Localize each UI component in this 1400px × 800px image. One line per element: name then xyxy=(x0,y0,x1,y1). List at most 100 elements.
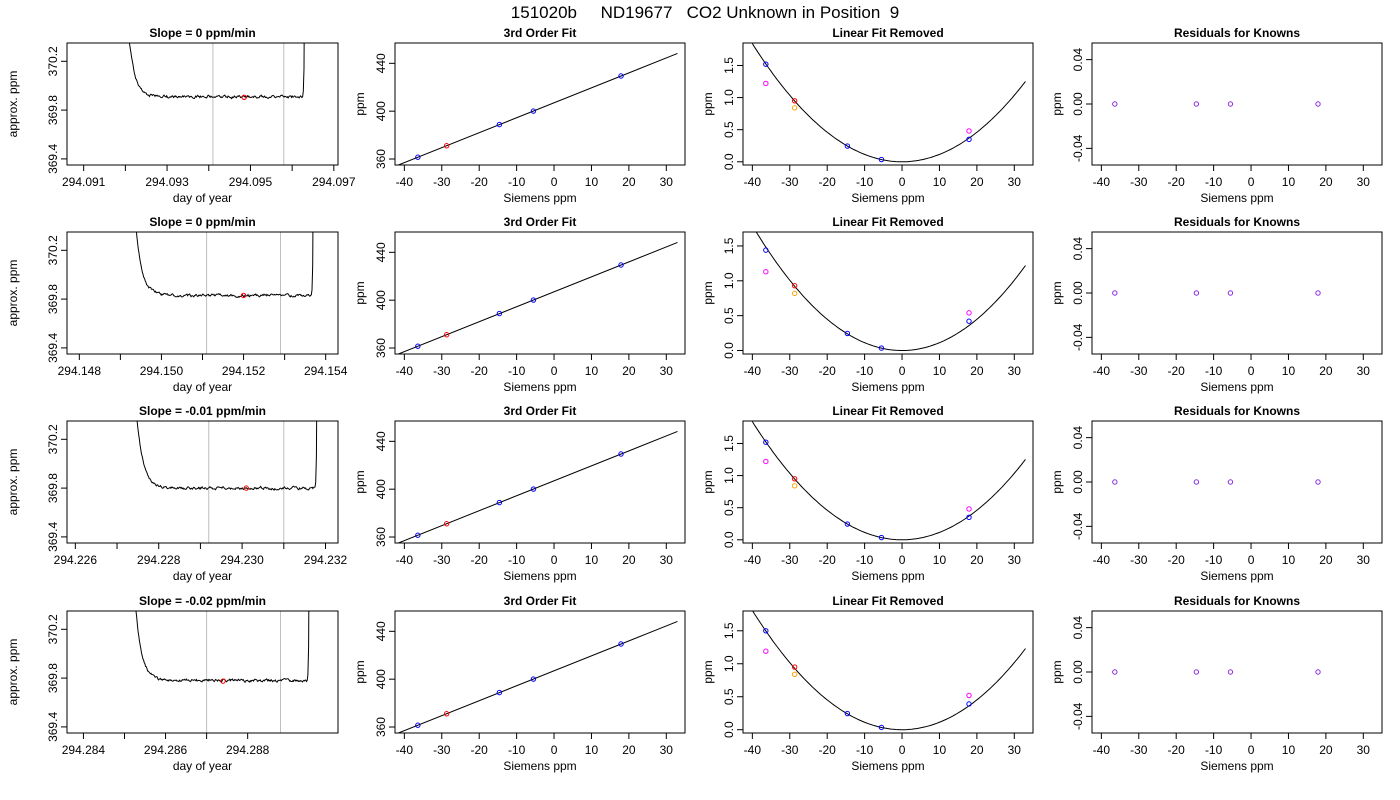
known-point xyxy=(415,722,421,728)
plot-area xyxy=(397,431,678,543)
plot-area xyxy=(751,43,1026,163)
x-tick-label: 0 xyxy=(551,743,558,757)
x-axis-label: Siemens ppm xyxy=(1200,191,1273,205)
y-tick-label: 369.8 xyxy=(46,473,60,503)
mean-point xyxy=(243,485,249,491)
unknown-point xyxy=(443,711,450,717)
x-tick-label: -30 xyxy=(1130,364,1148,378)
y-axis-label: approx. ppm xyxy=(6,260,20,327)
plot-frame xyxy=(66,42,339,166)
x-tick-label: -10 xyxy=(508,553,526,567)
residual-point xyxy=(1227,290,1234,296)
y-tick-label: 1.0 xyxy=(722,655,736,672)
known-point xyxy=(966,136,972,143)
panel-r1-c4: Residuals for Knowns -40 -30 -20 -10 0 10 20 30 -… xyxy=(1050,26,1383,205)
plot-area xyxy=(397,242,678,354)
x-tick-label: 10 xyxy=(933,175,947,189)
y-axis-label: ppm xyxy=(701,92,715,115)
x-tick-label: -40 xyxy=(744,175,762,189)
fit-line xyxy=(397,242,678,354)
plot-frame xyxy=(742,42,1034,166)
known-point xyxy=(966,701,972,707)
linear-known-point xyxy=(966,506,972,512)
y-tick-label: 400 xyxy=(374,669,388,689)
linear-known-point xyxy=(763,458,769,465)
known-point xyxy=(415,532,421,538)
y-tick-label: 0.5 xyxy=(722,121,736,138)
known-point xyxy=(878,534,885,541)
x-tick-label: 20 xyxy=(1319,364,1333,378)
panel-title: Slope = -0.01 ppm/min xyxy=(139,404,266,418)
x-tick-label: 20 xyxy=(622,553,636,567)
x-tick-label: 0 xyxy=(1248,175,1255,189)
unknown-fit-point xyxy=(791,476,798,482)
y-tick-label: 440 xyxy=(374,53,388,73)
y-axis-label: approx. ppm xyxy=(6,71,20,138)
x-tick-label: -20 xyxy=(819,364,837,378)
x-tick-label: -10 xyxy=(856,364,874,378)
known-point xyxy=(763,247,769,253)
y-tick-label: 1.5 xyxy=(722,57,736,74)
x-tick-label: 294.148 xyxy=(58,364,102,378)
co2-trace-line xyxy=(135,611,310,683)
panel-title: Residuals for Knowns xyxy=(1174,594,1300,608)
mean-point xyxy=(241,94,247,100)
linear-known-point xyxy=(966,310,972,316)
x-tick-label: -20 xyxy=(819,175,837,189)
known-point xyxy=(530,108,537,114)
y-tick-label: -0.04 xyxy=(1071,323,1085,351)
x-axis-label: day of year xyxy=(173,191,232,205)
x-axis-label: Siemens ppm xyxy=(851,759,924,773)
y-tick-label: 370.2 xyxy=(46,614,60,644)
x-tick-label: 0 xyxy=(1248,553,1255,567)
plot-frame xyxy=(742,231,1034,355)
y-axis-label: approx. ppm xyxy=(6,639,20,706)
panel-r4-c3: Linear Fit Removed -40 -30 -20 -10 0 10 20 30 0.0… xyxy=(701,594,1034,773)
x-tick-label: 294.228 xyxy=(137,553,181,567)
x-tick-label: 10 xyxy=(933,743,947,757)
residual-point xyxy=(1227,479,1234,485)
y-tick-label: 370.2 xyxy=(46,46,60,76)
x-tick-label: 294.230 xyxy=(220,553,264,567)
x-tick-label: -10 xyxy=(856,175,874,189)
x-tick-label: -10 xyxy=(508,743,526,757)
x-tick-label: -10 xyxy=(856,553,874,567)
panel-title: Residuals for Knowns xyxy=(1174,26,1300,40)
x-tick-label: -40 xyxy=(1093,553,1111,567)
plot-area xyxy=(128,43,305,165)
panel-title: Residuals for Knowns xyxy=(1174,404,1300,418)
x-tick-label: -40 xyxy=(744,553,762,567)
x-tick-label: 10 xyxy=(585,364,599,378)
y-tick-label: 369.4 xyxy=(46,712,60,742)
known-point xyxy=(763,61,769,67)
x-axis-label: day of year xyxy=(173,380,232,394)
y-tick-label: 0.5 xyxy=(722,688,736,705)
x-axis-label: Siemens ppm xyxy=(1200,380,1273,394)
residual-point xyxy=(1227,669,1234,675)
panel-r1-c1: Slope = 0 ppm/min 294.091 294.093 294.095 29… xyxy=(6,26,356,205)
plot-area xyxy=(397,621,678,733)
x-tick-label: 0 xyxy=(899,175,906,189)
panel-title: Linear Fit Removed xyxy=(832,26,943,40)
y-tick-label: 360 xyxy=(374,717,388,737)
x-axis-label: Siemens ppm xyxy=(851,380,924,394)
plot-frame xyxy=(66,610,339,734)
x-tick-label: 30 xyxy=(1357,743,1371,757)
x-tick-label: -30 xyxy=(433,743,451,757)
x-tick-label: 0 xyxy=(899,553,906,567)
residual-point xyxy=(1193,101,1200,107)
x-tick-label: -10 xyxy=(1205,553,1223,567)
figure-title: 151020b ND19677 CO2 Unknown in Position … xyxy=(511,3,899,22)
residual-point xyxy=(1112,101,1118,107)
y-axis-label: ppm xyxy=(353,281,367,304)
known-point xyxy=(878,724,885,731)
unknown-point xyxy=(443,143,450,149)
plot-frame xyxy=(394,420,686,544)
x-tick-label: 294.284 xyxy=(62,743,106,757)
x-axis-label: Siemens ppm xyxy=(851,569,924,583)
y-tick-label: 1.5 xyxy=(722,237,736,254)
x-axis-label: day of year xyxy=(173,759,232,773)
y-tick-label: 369.4 xyxy=(46,333,60,363)
y-tick-label: 0.04 xyxy=(1071,426,1085,450)
panel-r3-c3: Linear Fit Removed -40 -30 -20 -10 0 10 20 30 0.0… xyxy=(701,404,1034,583)
